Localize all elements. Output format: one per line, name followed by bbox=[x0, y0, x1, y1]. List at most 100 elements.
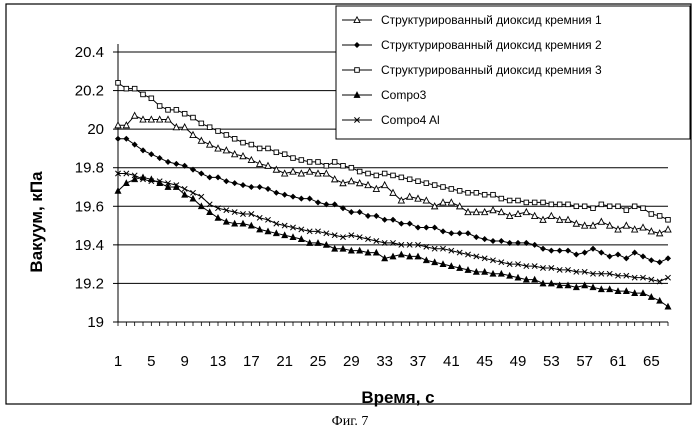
data-point bbox=[655, 229, 664, 237]
data-point bbox=[665, 217, 671, 223]
data-point bbox=[505, 211, 514, 219]
x-tick-label: 1 bbox=[114, 353, 122, 370]
data-point bbox=[173, 160, 180, 167]
data-point bbox=[264, 185, 272, 192]
data-point bbox=[597, 217, 606, 225]
data-point bbox=[490, 191, 496, 198]
data-point bbox=[623, 207, 630, 213]
data-point bbox=[256, 225, 264, 233]
data-point bbox=[322, 241, 330, 248]
data-point bbox=[123, 170, 130, 177]
data-point bbox=[522, 207, 531, 216]
data-point bbox=[539, 245, 547, 252]
data-point bbox=[615, 203, 621, 210]
data-point bbox=[489, 205, 497, 214]
data-point bbox=[122, 121, 131, 129]
legend-label: Структурированный диоксид кремния 3 bbox=[381, 63, 602, 77]
data-point bbox=[197, 202, 205, 210]
data-point bbox=[665, 274, 671, 281]
data-point bbox=[481, 268, 489, 275]
data-point bbox=[631, 203, 638, 210]
data-point bbox=[647, 293, 655, 300]
x-tick-label: 13 bbox=[210, 353, 227, 370]
legend-marker bbox=[354, 67, 360, 73]
data-point bbox=[439, 260, 447, 268]
data-point bbox=[573, 203, 580, 210]
y-tick-label: 20.4 bbox=[75, 44, 104, 61]
data-point bbox=[448, 186, 455, 192]
vacuum-line-chart: 19 19.2 19.4 19.6 19.8 20 20.2 20.4 1 5 9 13 17 21 25… bbox=[5, 3, 692, 407]
data-point bbox=[497, 207, 506, 216]
x-tick-labels: 1 5 9 13 17 21 25 29 33 37 41 45 49 53 57 61 65 bbox=[114, 353, 660, 370]
data-point bbox=[590, 270, 596, 277]
data-point bbox=[639, 253, 647, 260]
data-point bbox=[589, 221, 597, 229]
axes bbox=[117, 44, 669, 326]
legend-marker bbox=[353, 15, 361, 24]
data-point bbox=[306, 239, 314, 246]
x-tick-label: 21 bbox=[276, 353, 293, 370]
data-point bbox=[548, 265, 555, 271]
data-point bbox=[648, 276, 655, 283]
data-point bbox=[389, 188, 397, 196]
data-point bbox=[230, 150, 239, 158]
data-point bbox=[215, 128, 221, 134]
data-point bbox=[340, 234, 346, 241]
data-point bbox=[181, 185, 188, 192]
data-point bbox=[123, 85, 130, 92]
data-point bbox=[623, 272, 630, 279]
data-point bbox=[414, 224, 422, 231]
y-tick-labels: 19 19.2 19.4 19.6 19.8 20 20.2 20.4 bbox=[75, 44, 104, 331]
data-point bbox=[130, 111, 139, 119]
data-point bbox=[514, 273, 522, 281]
data-point bbox=[198, 120, 205, 127]
data-point bbox=[373, 238, 380, 244]
data-point bbox=[148, 178, 155, 185]
data-point bbox=[248, 183, 255, 191]
data-point bbox=[580, 221, 589, 229]
data-point bbox=[540, 265, 546, 271]
data-point bbox=[623, 255, 630, 262]
data-point bbox=[381, 216, 388, 223]
data-point bbox=[606, 253, 613, 260]
data-point bbox=[547, 211, 556, 219]
data-point bbox=[306, 195, 313, 202]
data-point bbox=[339, 178, 347, 187]
data-point bbox=[239, 219, 247, 227]
data-point bbox=[231, 136, 238, 142]
data-point bbox=[380, 180, 389, 189]
data-point bbox=[464, 207, 472, 216]
data-point bbox=[173, 182, 180, 189]
data-point bbox=[314, 239, 322, 246]
data-point bbox=[265, 145, 271, 152]
data-point bbox=[164, 158, 172, 165]
data-point bbox=[222, 146, 231, 154]
data-point bbox=[522, 275, 530, 283]
data-point bbox=[306, 228, 313, 235]
data-point bbox=[656, 296, 664, 304]
data-point bbox=[347, 177, 356, 185]
data-point bbox=[331, 159, 338, 165]
data-point bbox=[348, 164, 355, 171]
x-tick-label: 37 bbox=[410, 353, 427, 370]
data-point bbox=[131, 141, 138, 148]
data-point bbox=[115, 170, 121, 177]
data-point bbox=[214, 144, 222, 152]
data-point bbox=[664, 225, 672, 233]
y-tick-label: 19.2 bbox=[75, 275, 104, 292]
data-point bbox=[422, 256, 430, 264]
data-point bbox=[306, 159, 313, 165]
data-point bbox=[647, 227, 656, 235]
series-1 bbox=[114, 111, 672, 237]
data-point bbox=[140, 176, 146, 183]
x-tick-label: 25 bbox=[310, 353, 327, 370]
data-point bbox=[272, 229, 280, 237]
data-point bbox=[197, 136, 206, 144]
data-point bbox=[548, 247, 555, 254]
legend-marker bbox=[354, 117, 360, 123]
data-point bbox=[415, 241, 421, 248]
data-point bbox=[114, 135, 122, 142]
data-point bbox=[323, 201, 330, 208]
data-point bbox=[598, 201, 605, 208]
data-point bbox=[581, 203, 588, 210]
